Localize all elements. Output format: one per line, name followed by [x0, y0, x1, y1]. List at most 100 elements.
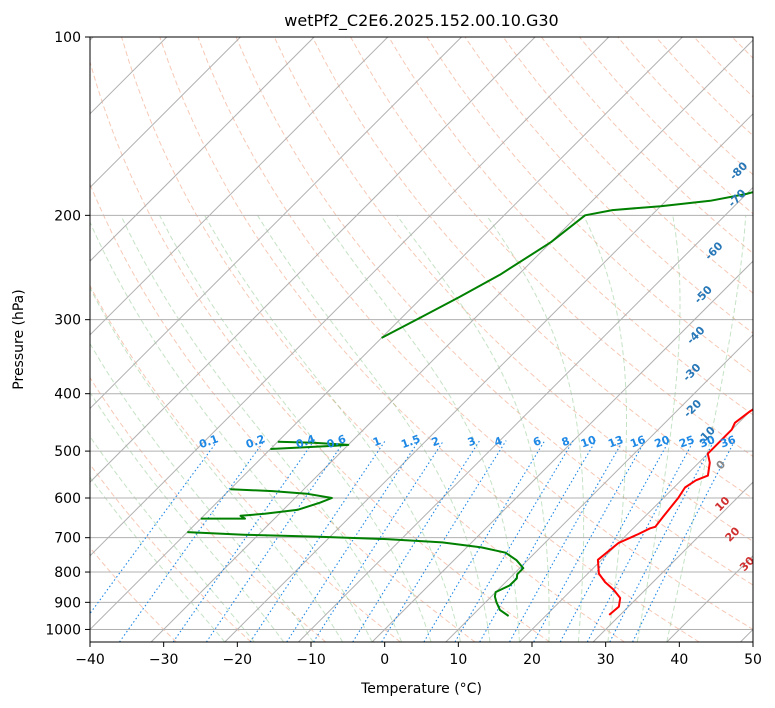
dry-adiabats [90, 37, 753, 642]
mixing-ratio-label: 0.2 [244, 432, 267, 451]
moist-adiabat-line [90, 476, 226, 642]
mixing-ratio-line [172, 440, 315, 642]
moist-adiabat-line [486, 215, 585, 642]
y-tick-label: 700 [54, 531, 81, 547]
mixing-ratio-label: 2 [430, 434, 442, 449]
x-tick-label: 40 [670, 652, 688, 668]
skewed-isotherm [224, 113, 753, 642]
y-tick-label: 200 [54, 208, 81, 224]
dry-adiabat-line [90, 546, 177, 642]
mixing-ratio-line [90, 440, 219, 615]
x-tick-label: 10 [449, 652, 467, 668]
mixing-ratio-line [454, 440, 574, 642]
skewed-isotherm [90, 37, 536, 483]
mixing-ratio-label: 0.4 [294, 432, 317, 451]
mixing-ratio-line [509, 440, 624, 642]
moist-adiabat-label: 40 [749, 586, 769, 606]
skewed-isotherm [150, 39, 753, 642]
moist-adiabat-line [120, 215, 403, 642]
y-axis-label: Pressure (hPa) [11, 289, 27, 389]
moist-adiabat-line [636, 215, 681, 642]
mixing-ratio-line [313, 440, 445, 642]
dry-adiabat-line [90, 376, 327, 642]
mixing-ratio-label: 13 [606, 433, 625, 450]
plot-frame [89, 36, 754, 643]
mixing-ratio-line [559, 440, 670, 642]
dry-adiabat-line [90, 182, 476, 642]
y-tick-label: 500 [54, 444, 81, 460]
mixing-ratio-line [352, 440, 481, 642]
x-axis-label: Temperature (°C) [360, 681, 482, 697]
mixing-ratio-label: 10 [579, 433, 598, 451]
x-tick-label: 50 [744, 652, 762, 668]
mixing-ratio-line [286, 440, 420, 642]
x-tick-label: 20 [523, 652, 541, 668]
profile-series [187, 191, 753, 617]
moist-adiabat-line [159, 215, 432, 642]
moist-adiabat-line [90, 342, 314, 642]
x-tick-label: −30 [149, 652, 179, 668]
x-axis-ticks: −40 −30 −20 −10 0 10 20 30 40 50 [75, 642, 762, 668]
dewpoint-profile-line [381, 191, 753, 339]
moist-adiabats [90, 215, 747, 642]
mixing-ratio-label: 0.6 [325, 432, 348, 451]
mixing-ratio-label: 36 [719, 433, 738, 451]
dry-adiabat-line [197, 37, 753, 630]
dewpoint-profile-line [187, 531, 525, 617]
skewed-isotherm [90, 37, 389, 336]
moist-adiabat-line [90, 391, 285, 642]
x-tick-label: −40 [75, 652, 105, 668]
dry-adiabat-line [90, 60, 551, 642]
mixing-ratio-line [249, 440, 386, 642]
mixing-ratio-lines [90, 440, 736, 642]
dry-adiabat-line [121, 37, 625, 642]
y-tick-label: 1000 [45, 622, 81, 638]
mixing-ratio-label: 16 [628, 433, 647, 451]
mixing-ratio-label: 3 [466, 434, 478, 449]
skewed-isotherm [371, 260, 753, 642]
moist-adiabat-line [90, 435, 255, 642]
skewed-isotherm [90, 37, 683, 631]
dry-adiabat-line [90, 463, 252, 642]
y-tick-label: 400 [54, 387, 81, 403]
dry-adiabat-line [502, 37, 753, 294]
moist-adiabat-line [396, 215, 550, 642]
dry-adiabat-line [388, 37, 753, 416]
x-tick-label: 0 [380, 652, 389, 668]
y-axis-ticks: 100 200 300 400 500 600 700 800 900 1000 [45, 30, 90, 638]
chart-title: wetPf2_C2E6.2025.152.00.10.G30 [284, 11, 558, 31]
y-tick-label: 800 [54, 565, 81, 581]
y-tick-label: 900 [54, 595, 81, 611]
mixing-ratio-label: 4 [492, 434, 504, 449]
dry-adiabat-line [426, 37, 753, 375]
mixing-ratio-label: 6 [531, 434, 543, 449]
mixing-ratio-label: 1 [371, 434, 383, 449]
mixing-ratio-line [533, 440, 646, 642]
dewpoint-profile-line [270, 440, 350, 450]
skewed-isotherms [90, 37, 753, 642]
skewed-isotherm [90, 37, 462, 410]
skewed-isotherm [298, 186, 753, 642]
dewpoint-profile-line [200, 488, 333, 520]
dry-adiabat-line [235, 37, 753, 586]
moist-adiabat-line [583, 215, 627, 642]
mixing-ratio-label: 25 [677, 433, 696, 450]
x-tick-label: −10 [296, 652, 326, 668]
dry-adiabat-line [159, 37, 700, 642]
y-tick-label: 300 [54, 313, 81, 329]
mixing-ratio-label: 20 [653, 433, 672, 451]
x-tick-label: 30 [597, 652, 615, 668]
skewed-isotherm [90, 37, 315, 262]
mixing-ratio-line [632, 440, 736, 642]
moist-adiabat-line [90, 286, 344, 642]
y-tick-label: 100 [54, 30, 81, 46]
mixing-ratio-label: 1.5 [399, 432, 422, 451]
mixing-ratio-label: 30 [698, 433, 717, 451]
mixing-ratio-line [479, 440, 597, 642]
mixing-ratio-line [119, 440, 265, 642]
y-tick-label: 600 [54, 491, 81, 507]
x-tick-label: −20 [223, 652, 253, 668]
moist-adiabat-line [257, 215, 491, 642]
